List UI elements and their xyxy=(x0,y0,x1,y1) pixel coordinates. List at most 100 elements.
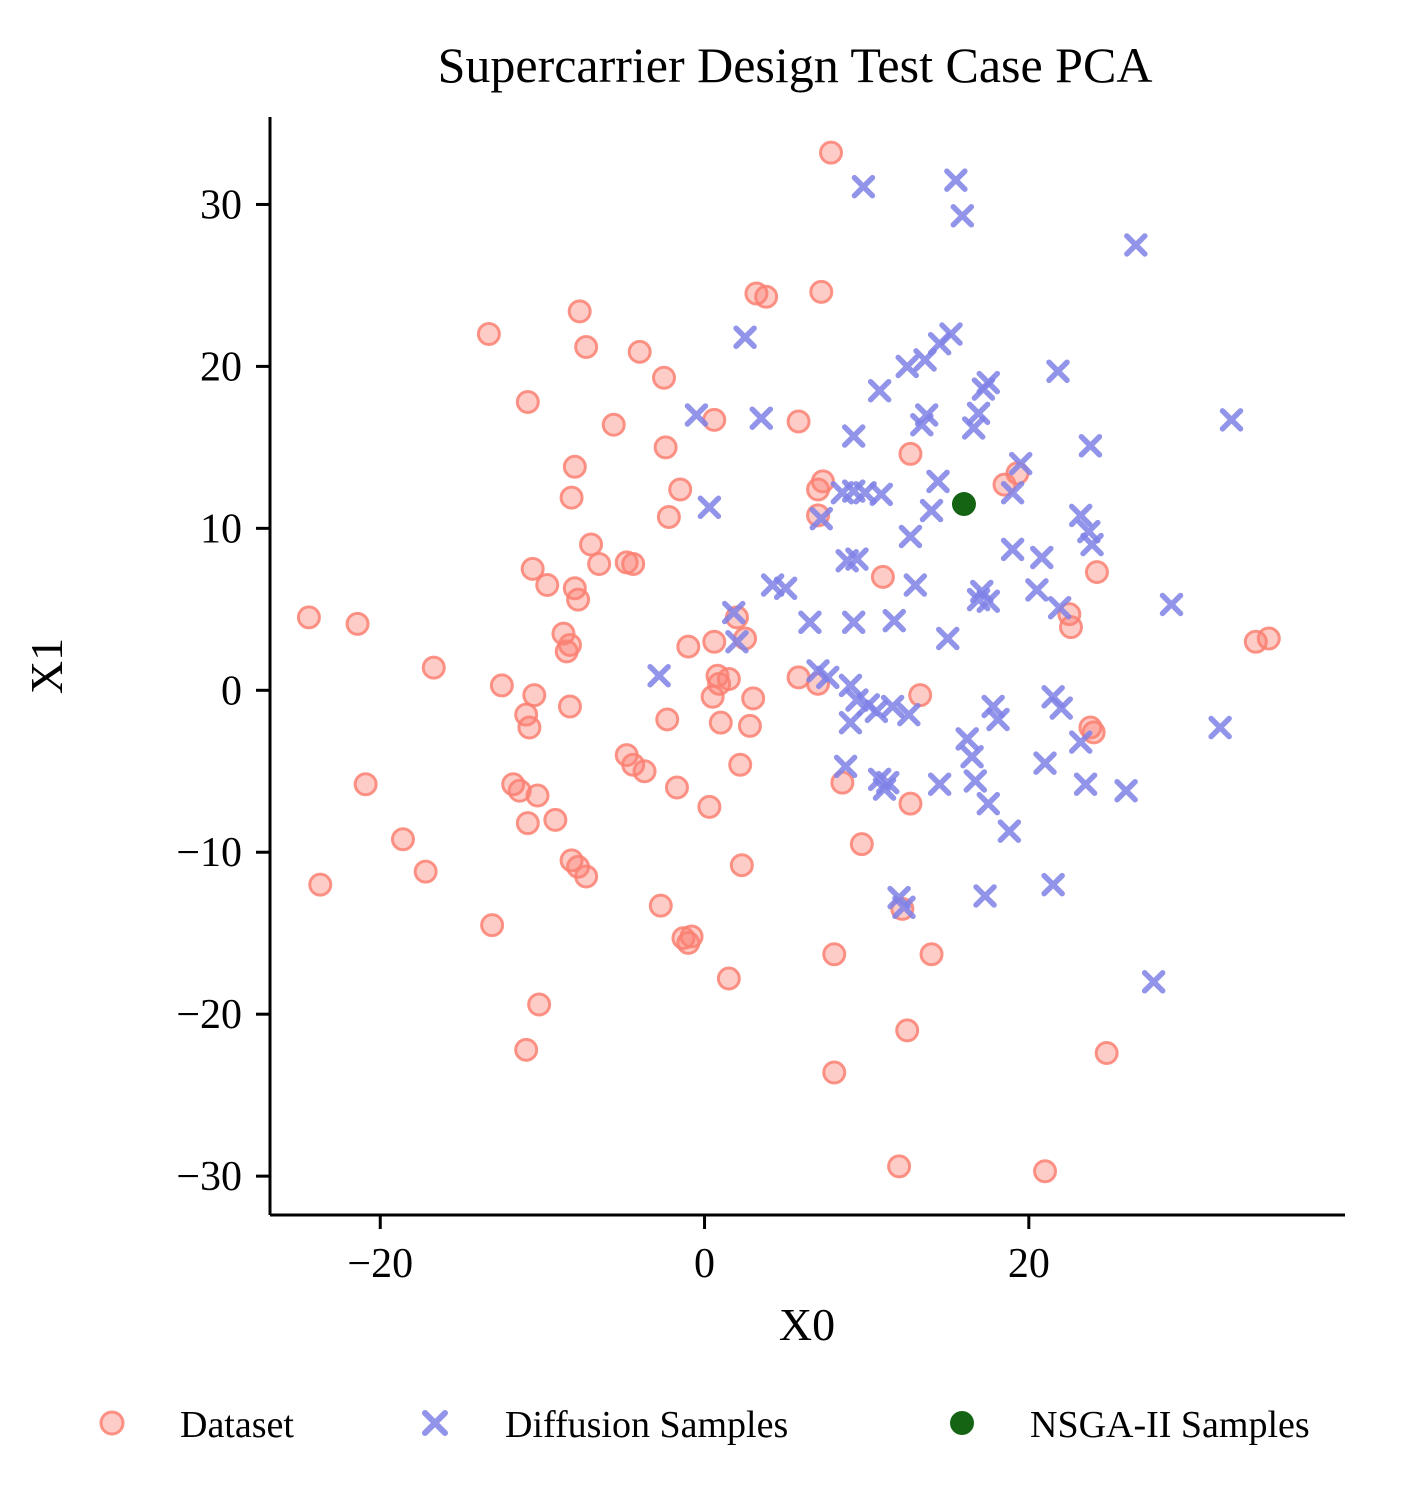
diffusion-point xyxy=(966,401,991,426)
dataset-point xyxy=(627,339,652,364)
diffusion-point xyxy=(869,482,894,507)
dataset-point xyxy=(525,783,550,808)
dataset-point xyxy=(559,485,584,510)
dataset-point xyxy=(809,279,834,304)
diffusion-point xyxy=(1030,545,1054,570)
dataset-point xyxy=(741,686,766,711)
dataset-point xyxy=(520,556,545,581)
y-tick-label: 10 xyxy=(200,506,242,552)
x-axis-label: X0 xyxy=(779,1299,835,1350)
diffusion-point xyxy=(816,665,840,690)
dataset-point xyxy=(1256,626,1281,651)
dataset-point xyxy=(1084,560,1109,585)
dataset-point xyxy=(480,913,505,938)
dataset-point xyxy=(786,409,811,434)
x-tick-label: 20 xyxy=(1008,1241,1050,1287)
dataset-point xyxy=(708,710,733,735)
dataset-point xyxy=(664,775,689,800)
dataset-point xyxy=(819,140,844,165)
dataset-point xyxy=(655,707,680,732)
dataset-point xyxy=(898,441,923,466)
dataset-point xyxy=(716,966,741,991)
chart-title: Supercarrier Design Test Case PCA xyxy=(438,37,1153,93)
diffusion-point xyxy=(721,600,746,625)
dataset-point xyxy=(507,778,532,803)
dataset-point xyxy=(737,713,762,738)
dataset-point xyxy=(621,752,646,777)
diffusion-point xyxy=(936,626,960,651)
dataset-point xyxy=(716,666,741,691)
dataset-point xyxy=(919,942,944,967)
dataset-point xyxy=(702,407,727,432)
dataset-point xyxy=(728,752,753,777)
diffusion-point xyxy=(647,663,671,688)
diffusion-point xyxy=(1033,751,1057,775)
diffusion-point xyxy=(838,710,863,735)
dataset-point xyxy=(421,655,446,680)
dataset-point xyxy=(676,634,701,659)
diffusion-point xyxy=(845,547,869,571)
diffusion-point xyxy=(976,791,1001,816)
diffusion-point xyxy=(944,168,968,192)
dataset-point xyxy=(413,859,438,884)
dataset-point xyxy=(515,390,540,415)
dataset-point xyxy=(908,683,933,708)
diffusion-point xyxy=(913,348,937,372)
legend-diffusion-label: Diffusion Samples xyxy=(505,1404,788,1446)
y-tick-label: −30 xyxy=(176,1154,242,1200)
diffusion-point xyxy=(1047,595,1072,620)
diffusion-point xyxy=(725,629,749,654)
legend-nsga-label: NSGA-II Samples xyxy=(1030,1404,1310,1446)
dataset-point xyxy=(522,683,547,708)
dataset-point xyxy=(390,827,415,852)
y-tick-label: 30 xyxy=(200,182,242,228)
diffusion-point xyxy=(963,769,988,793)
dataset-point xyxy=(887,1154,912,1179)
dataset-point xyxy=(515,811,540,836)
dataset-point xyxy=(557,694,582,719)
diffusion-point xyxy=(809,506,834,531)
diffusion-point xyxy=(845,688,869,712)
diffusion-point xyxy=(926,469,950,494)
diffusion-point xyxy=(798,610,822,635)
diffusion-point xyxy=(1073,772,1098,796)
diffusion-point xyxy=(914,403,939,427)
diffusion-point xyxy=(1025,578,1049,602)
diffusion-point xyxy=(950,204,975,228)
dataset-point xyxy=(648,893,673,918)
dataset-point xyxy=(1094,1041,1119,1066)
legend-nsga-marker xyxy=(950,1411,974,1435)
dataset-point xyxy=(754,284,779,309)
diffusion-point xyxy=(833,754,858,779)
dataset-point xyxy=(601,412,626,437)
nsga-point xyxy=(951,492,976,517)
y-tick-label: 0 xyxy=(221,668,242,714)
diffusion-point xyxy=(880,694,905,719)
diffusion-point xyxy=(1159,592,1184,617)
diffusion-point xyxy=(955,727,979,751)
dataset-point xyxy=(653,435,678,460)
diffusion-point xyxy=(892,895,916,920)
data-points-layer xyxy=(296,140,1281,1184)
diffusion-point xyxy=(976,589,1001,613)
diffusion-point xyxy=(1068,730,1093,754)
diffusion-point xyxy=(684,403,709,427)
diffusion-point xyxy=(919,498,944,523)
dataset-point xyxy=(551,621,576,646)
dataset-point xyxy=(679,924,704,949)
diffusion-point xyxy=(1078,434,1103,458)
dataset-point xyxy=(849,832,874,857)
dataset-point xyxy=(574,864,599,889)
x-tick-label: 0 xyxy=(694,1241,715,1287)
diffusion-point xyxy=(1000,480,1025,505)
dataset-point xyxy=(822,942,847,967)
dataset-point xyxy=(822,1060,847,1085)
legend-diffusion-marker xyxy=(422,1410,448,1436)
y-tick-label: −20 xyxy=(176,992,242,1038)
y-axis-label: X1 xyxy=(21,638,72,694)
diffusion-point xyxy=(1049,696,1073,720)
diffusion-point xyxy=(867,378,892,403)
x-tick-label: −20 xyxy=(347,1241,413,1287)
